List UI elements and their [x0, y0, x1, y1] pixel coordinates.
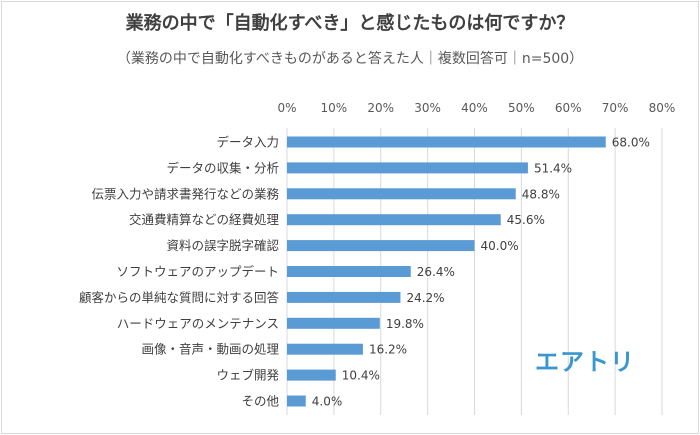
x-tick-label: 50%: [508, 101, 535, 115]
chart-title: 業務の中で「自動化すべき」と感じたものは何ですか？: [125, 13, 575, 34]
x-tick-label: 60%: [555, 101, 582, 115]
bar: [287, 266, 411, 277]
x-tick-label: 80%: [649, 101, 676, 115]
category-label: 伝票入力や請求書発行などの業務: [91, 186, 279, 201]
data-label: 48.8%: [522, 187, 560, 201]
category-label: 顧客からの単純な質問に対する回答: [79, 290, 280, 305]
data-label: 45.6%: [507, 213, 545, 227]
bar: [287, 291, 401, 303]
data-label: 10.4%: [342, 369, 380, 383]
data-label: 24.2%: [406, 291, 444, 305]
category-label: ソフトウェアのアップデート: [116, 264, 279, 279]
data-label: 26.4%: [417, 265, 455, 279]
category-label: ハードウェアのメンテナンス: [117, 316, 279, 331]
data-label: 19.8%: [386, 317, 424, 331]
data-label: 4.0%: [312, 395, 343, 409]
data-label: 16.2%: [369, 343, 407, 357]
category-label: データ入力: [216, 135, 279, 150]
x-tick-label: 10%: [321, 101, 348, 115]
bar: [287, 343, 363, 355]
bar: [287, 188, 516, 200]
bar: [287, 162, 528, 174]
bar: [287, 395, 306, 407]
airtrip-logo: エアトリ: [535, 348, 635, 376]
bar: [287, 240, 475, 252]
x-tick-label: 70%: [602, 101, 629, 115]
x-tick-label: 30%: [414, 101, 441, 115]
bar: [287, 317, 380, 329]
category-label: 交通費精算などの経費処理: [129, 212, 280, 227]
x-tick-label: 0%: [277, 101, 296, 115]
category-label: 資料の誤字脱字確認: [166, 238, 279, 253]
category-label: 画像・音声・動画の処理: [141, 342, 279, 357]
data-label: 51.4%: [534, 161, 572, 175]
x-tick-label: 40%: [461, 101, 488, 115]
data-label: 40.0%: [481, 239, 519, 253]
category-label: データの収集・分析: [166, 160, 279, 175]
data-label: 68.0%: [612, 136, 650, 150]
x-tick-label: 20%: [367, 101, 394, 115]
category-label: その他: [241, 394, 279, 409]
chart-subtitle: （業務の中で自動化すべきものがあると答えた人｜複数回答可｜n=500）: [116, 51, 584, 67]
bar: [287, 214, 501, 226]
bar: [287, 369, 336, 381]
category-label: ウェブ開発: [216, 368, 279, 383]
bar: [287, 136, 606, 148]
